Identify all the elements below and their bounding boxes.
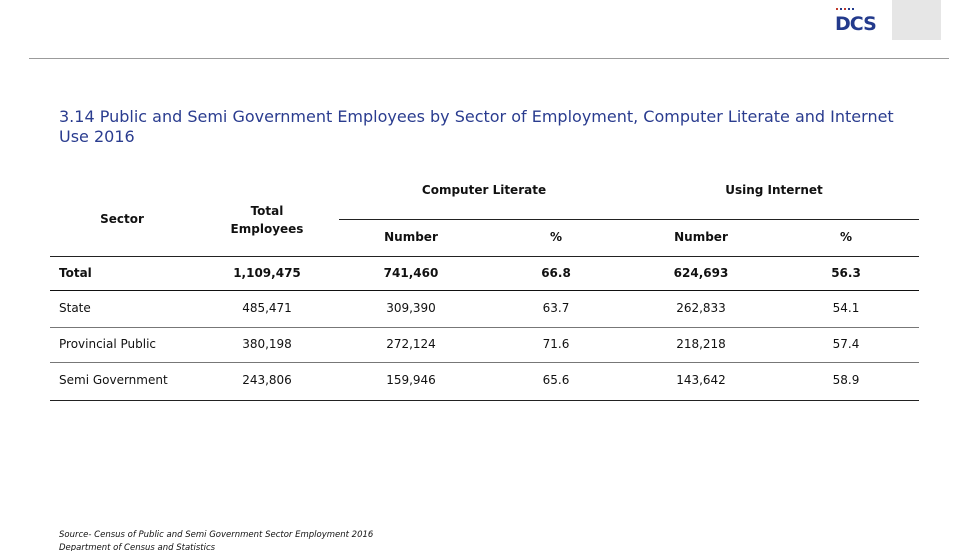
row-divider: [50, 327, 919, 328]
row-provincial-cl-percent: 71.6: [542, 337, 570, 351]
header-sector: Sector: [100, 212, 144, 226]
row-total-sector: Total: [59, 266, 92, 280]
row-total-cl-number: 741,460: [383, 266, 439, 280]
header-bottom-rule: [50, 256, 919, 257]
row-total-cl-percent: 66.8: [541, 266, 571, 280]
row-provincial-employees: 380,198: [242, 337, 292, 351]
row-semi-sector: Semi Government: [59, 373, 168, 387]
header-cl-percent: %: [549, 230, 563, 244]
row-state-ui-number: 262,833: [676, 301, 726, 315]
row-provincial-sector: Provincial Public: [59, 337, 157, 351]
row-state-sector: State: [59, 301, 91, 315]
dcs-logo: DCS: [835, 8, 877, 35]
header-ui-number: Number: [674, 230, 728, 244]
row-provincial-cl-number: 272,124: [386, 337, 436, 351]
header-divider: [29, 58, 949, 59]
row-semi-ui-number: 143,642: [676, 373, 726, 387]
row-provincial-ui-percent: 57.4: [832, 337, 860, 351]
logo-dots-icon: [836, 8, 854, 10]
header-computer-literate: Computer Literate: [421, 183, 547, 197]
row-provincial-ui-number: 218,218: [676, 337, 726, 351]
row-total-ui-number: 624,693: [673, 266, 729, 280]
row-divider: [50, 290, 919, 291]
header-group-divider: [339, 219, 919, 220]
row-total-ui-percent: 56.3: [831, 266, 861, 280]
row-state-cl-number: 309,390: [386, 301, 436, 315]
row-state-employees: 485,471: [242, 301, 292, 315]
table-bottom-rule: [50, 400, 919, 401]
row-semi-cl-percent: 65.6: [542, 373, 570, 387]
row-semi-ui-percent: 58.9: [832, 373, 860, 387]
row-state-cl-percent: 63.7: [542, 301, 570, 315]
source-line-2: Department of Census and Statistics: [59, 543, 216, 551]
row-state-ui-percent: 54.1: [832, 301, 860, 315]
corner-box: [892, 0, 941, 40]
source-line-1: Source- Census of Public and Semi Govern…: [59, 530, 374, 540]
row-total-employees: 1,109,475: [233, 266, 301, 280]
row-semi-cl-number: 159,946: [386, 373, 436, 387]
row-semi-employees: 243,806: [242, 373, 292, 387]
header-total-employees: Total Employees: [230, 204, 304, 236]
header-ui-percent: %: [839, 230, 853, 244]
logo-text: DCS: [835, 13, 877, 35]
page-title: 3.14 Public and Semi Government Employee…: [59, 107, 894, 146]
header-using-internet: Using Internet: [725, 183, 823, 197]
row-divider: [50, 362, 919, 363]
header-cl-number: Number: [384, 230, 438, 244]
source-note: Source- Census of Public and Semi Govern…: [59, 529, 373, 551]
